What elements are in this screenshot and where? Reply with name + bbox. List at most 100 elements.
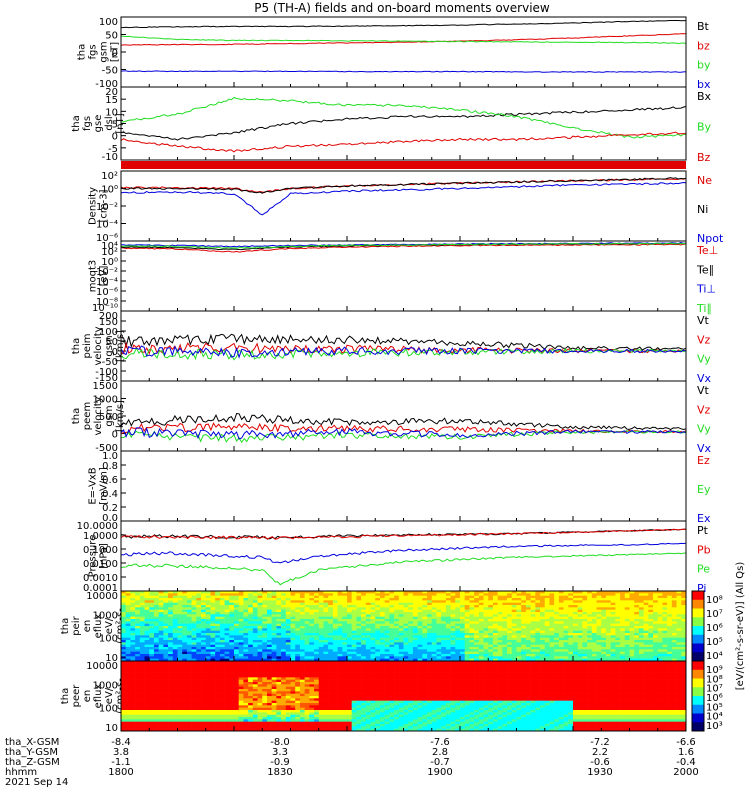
- spectrogram-cell: [182, 647, 188, 650]
- spectrogram-cell: [144, 693, 150, 697]
- spectrogram-cell: [266, 600, 272, 603]
- spectrogram-cell: [643, 651, 649, 655]
- spectrogram-cell: [149, 612, 155, 615]
- spectrogram-cell: [601, 651, 607, 655]
- spectrogram-cell: [224, 635, 230, 638]
- spectrogram-cell: [610, 656, 616, 659]
- spectrogram-cell: [238, 607, 244, 610]
- panel-frame: [120, 16, 687, 88]
- spectrogram-cell: [238, 598, 244, 601]
- spectrogram-cell: [676, 658, 682, 662]
- spectrogram-cell: [215, 612, 221, 615]
- panel-y-label: moqt3[eV]: [88, 260, 110, 293]
- spectrogram-cell: [530, 623, 536, 627]
- spectrogram-cell: [379, 595, 385, 599]
- spectrogram-cell: [257, 595, 263, 599]
- spectrogram-cell: [262, 609, 268, 613]
- spectrogram-cell: [332, 602, 338, 606]
- spectrogram-cell: [281, 642, 287, 645]
- spectrogram-cell: [186, 605, 192, 608]
- spectrogram-cell: [266, 670, 272, 673]
- spectrogram-cell: [596, 595, 602, 599]
- spectrogram-cell: [191, 640, 197, 643]
- spectrogram-cell: [262, 623, 268, 627]
- spectrogram-cell: [215, 656, 221, 659]
- spectrogram-cell: [182, 593, 188, 596]
- spectrogram-cell: [577, 644, 583, 648]
- spectrogram-cell: [210, 682, 216, 685]
- spectrogram-cell: [436, 658, 442, 662]
- spectrogram-cell: [135, 689, 141, 692]
- spectrogram-cell: [139, 619, 145, 622]
- spectrogram-cell: [266, 675, 272, 678]
- spectrogram-cell: [412, 616, 418, 620]
- spectrogram-cell: [243, 661, 249, 664]
- spectrogram-cell: [153, 672, 159, 676]
- spectrogram-cell: [125, 602, 131, 606]
- spectrogram-cell: [243, 644, 249, 648]
- spectrogram-cell: [149, 614, 155, 617]
- spectrogram-cell: [144, 640, 150, 643]
- spectrogram-cell: [441, 637, 447, 641]
- spectrogram-cell: [153, 656, 159, 659]
- spectrogram-cell: [587, 626, 593, 629]
- spectrogram-cell: [657, 607, 663, 610]
- spectrogram-cell: [243, 677, 249, 680]
- spectrogram-cell: [229, 724, 235, 727]
- spectrogram-cell: [591, 609, 597, 613]
- spectrogram-cell: [511, 637, 517, 641]
- spectrogram-cell: [676, 595, 682, 599]
- spectrogram-cell: [445, 614, 451, 617]
- spectrogram-cell: [318, 621, 324, 624]
- spectrogram-cell: [215, 691, 221, 694]
- spectrogram-cell: [238, 724, 244, 727]
- spectrogram-cell: [224, 714, 230, 718]
- spectrogram-cell: [460, 623, 466, 627]
- spectrogram-cell: [139, 689, 145, 692]
- spectrogram-cell: [252, 721, 258, 725]
- spectrogram-cell: [521, 598, 527, 601]
- spectrogram-cell: [234, 630, 240, 634]
- spectrogram-cell: [375, 616, 381, 620]
- spectrogram-cell: [266, 614, 272, 617]
- spectrogram-cell: [191, 698, 197, 701]
- spectrogram-cell: [620, 651, 626, 655]
- spectrogram-cell: [149, 700, 155, 704]
- spectrogram-cell: [238, 635, 244, 638]
- spectrogram-cell: [299, 616, 305, 620]
- spectrogram-cell: [309, 654, 315, 657]
- spectrogram-cell: [648, 626, 654, 629]
- series-line-Npot: [120, 181, 687, 216]
- spectrogram-cell: [139, 705, 145, 708]
- spectrogram-cell: [238, 602, 244, 606]
- spectrogram-cell: [394, 628, 400, 631]
- spectrogram-cell: [172, 616, 178, 620]
- spectrogram-cell: [205, 684, 211, 687]
- spectrogram-cell: [587, 612, 593, 615]
- spectrogram-cell: [638, 635, 644, 638]
- spectrogram-cell: [281, 607, 287, 610]
- spectrogram-cell: [182, 684, 188, 687]
- spectrogram-cell: [615, 654, 621, 657]
- spectrogram-cell: [521, 654, 527, 657]
- spectrogram-cell: [205, 675, 211, 678]
- spectrogram-cell: [125, 598, 131, 601]
- spectrogram-cell: [186, 654, 192, 657]
- spectrogram-cell: [492, 591, 498, 594]
- spectrogram-cell: [196, 726, 202, 729]
- spectrogram-cell: [149, 691, 155, 694]
- spectrogram-cell: [295, 612, 301, 615]
- spectrogram-cell: [130, 675, 136, 678]
- spectrogram-cell: [149, 654, 155, 657]
- spectrogram-cell: [172, 719, 178, 722]
- spectrogram-cell: [210, 637, 216, 641]
- spectrogram-cell: [441, 658, 447, 662]
- spectrogram-cell: [266, 609, 272, 613]
- spectrogram-cell: [153, 686, 159, 690]
- spectrogram-cell: [591, 642, 597, 645]
- spectrogram-cell: [210, 614, 216, 617]
- spectrogram-cell: [591, 644, 597, 648]
- spectrogram-cell: [464, 656, 470, 659]
- spectrogram-cell: [153, 700, 159, 704]
- spectrogram-cell: [149, 714, 155, 718]
